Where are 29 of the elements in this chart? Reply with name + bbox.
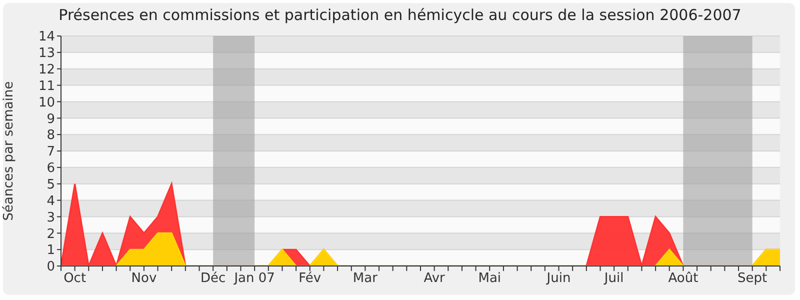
x-tick-label: Juin bbox=[546, 271, 571, 286]
x-tick-label: Jan 07 bbox=[233, 271, 275, 286]
x-tick-label: Juil bbox=[603, 271, 624, 286]
x-tick-label: Oct bbox=[64, 271, 86, 286]
y-tick-label: 14 bbox=[38, 30, 55, 45]
y-tick-label: 7 bbox=[46, 144, 55, 160]
x-tick-label: Avr bbox=[424, 271, 446, 286]
y-axis-title: Séances par semaine bbox=[2, 81, 17, 221]
chart-title: Présences en commissions et participation en hémicycle au cours de la session 2006-2007 bbox=[58, 6, 742, 24]
x-tick-label: Août bbox=[668, 271, 698, 286]
y-tick-label: 10 bbox=[38, 95, 55, 110]
y-tick-label: 1 bbox=[46, 243, 55, 258]
x-tick-label: Déc bbox=[200, 271, 226, 286]
x-tick-label: Mai bbox=[478, 271, 502, 286]
y-tick-label: 12 bbox=[38, 62, 55, 78]
y-tick-label: 3 bbox=[46, 210, 55, 226]
y-tick-label: 6 bbox=[46, 161, 55, 176]
y-tick-label: 2 bbox=[46, 226, 55, 242]
y-tick-label: 5 bbox=[46, 177, 55, 192]
y-tick-label: 4 bbox=[46, 194, 55, 209]
x-tick-label: Fév bbox=[298, 271, 322, 286]
y-tick-label: 11 bbox=[38, 78, 55, 94]
y-tick-label: 13 bbox=[38, 46, 55, 62]
y-tick-label: 0 bbox=[46, 260, 55, 275]
y-tick-label: 8 bbox=[46, 128, 55, 144]
x-tick-label: Mar bbox=[352, 271, 378, 286]
y-tick-label: 9 bbox=[46, 112, 55, 127]
x-tick-label: Sept bbox=[738, 271, 768, 286]
x-tick-label: Nov bbox=[131, 271, 157, 286]
